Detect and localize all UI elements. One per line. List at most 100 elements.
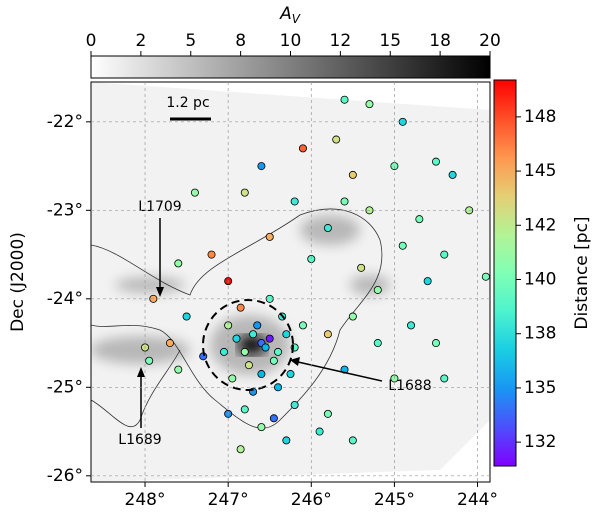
y-tick-label: -25° bbox=[47, 377, 83, 397]
colorbar-tick-label: 20 bbox=[479, 31, 501, 51]
av-label: AV bbox=[279, 4, 301, 26]
star-point bbox=[207, 250, 216, 259]
star-point bbox=[265, 334, 274, 343]
x-tick-label: 248° bbox=[125, 490, 166, 510]
star-point bbox=[348, 170, 357, 179]
annotation: L1688 bbox=[388, 378, 431, 394]
colorbar-tick-label: 140 bbox=[524, 270, 556, 290]
star-point bbox=[298, 321, 307, 330]
colorbar-tick-label: 12 bbox=[330, 31, 352, 51]
star-point bbox=[174, 259, 183, 268]
av-label-main: A bbox=[279, 4, 292, 24]
arrow-head bbox=[156, 287, 164, 297]
colorbar-tick-label: 138 bbox=[524, 324, 556, 344]
y-tick-label: -22° bbox=[47, 112, 83, 132]
y-tick-label: -23° bbox=[47, 200, 83, 220]
star-point bbox=[282, 330, 291, 339]
x-tick-label: 245° bbox=[374, 490, 415, 510]
star-point bbox=[240, 347, 249, 356]
star-point bbox=[265, 232, 274, 241]
star-point bbox=[332, 135, 341, 144]
star-point bbox=[236, 303, 245, 312]
colorbar-tick-label: 135 bbox=[524, 378, 556, 398]
star-point bbox=[165, 339, 174, 348]
distance-colorbar bbox=[493, 79, 517, 467]
arrow-head bbox=[290, 357, 300, 366]
star-point bbox=[348, 436, 357, 445]
star-point bbox=[145, 356, 154, 365]
star-point bbox=[240, 188, 249, 197]
colorbar-tick-label: 132 bbox=[524, 432, 556, 452]
star-point bbox=[348, 312, 357, 321]
star-point bbox=[244, 361, 253, 370]
annotation: L1709 bbox=[138, 199, 181, 215]
star-point bbox=[357, 263, 366, 272]
star-point bbox=[190, 188, 199, 197]
star-point bbox=[253, 321, 262, 330]
star-point bbox=[290, 197, 299, 206]
star-point bbox=[323, 224, 332, 233]
annotation: L1689 bbox=[118, 432, 161, 448]
star-point bbox=[407, 321, 416, 330]
star-point bbox=[228, 374, 237, 383]
colorbar-tick-label: 15 bbox=[379, 31, 401, 51]
star-point bbox=[448, 170, 457, 179]
x-tick-label: 247° bbox=[208, 490, 249, 510]
star-point bbox=[415, 215, 424, 224]
star-point bbox=[315, 427, 324, 436]
star-point bbox=[257, 370, 266, 379]
star-point bbox=[373, 285, 382, 294]
av-label-sub: V bbox=[292, 12, 301, 26]
star-point bbox=[440, 374, 449, 383]
y-tick-label: -24° bbox=[47, 289, 83, 309]
colorbar-tick-label: 0 bbox=[86, 31, 97, 51]
star-point bbox=[249, 330, 258, 339]
star-point bbox=[269, 414, 278, 423]
star-point bbox=[274, 347, 283, 356]
star-point bbox=[340, 95, 349, 104]
colorbar-tick-label: 148 bbox=[524, 107, 556, 127]
star-point bbox=[174, 365, 183, 374]
cluster-circle bbox=[202, 299, 294, 391]
x-tick-label: 246° bbox=[291, 490, 332, 510]
star-point bbox=[398, 241, 407, 250]
colorbar-tick-label: 5 bbox=[185, 31, 196, 51]
star-point bbox=[373, 339, 382, 348]
arrow bbox=[297, 361, 383, 382]
star-point bbox=[481, 272, 490, 281]
y-tick-label: -26° bbox=[47, 466, 83, 486]
colorbar-tick-label: 10 bbox=[280, 31, 302, 51]
star-point bbox=[232, 334, 241, 343]
av-colorbar bbox=[90, 55, 491, 79]
star-point bbox=[431, 339, 440, 348]
star-point bbox=[240, 405, 249, 414]
star-point bbox=[261, 343, 270, 352]
star-point bbox=[182, 312, 191, 321]
colorbar-tick-label: 8 bbox=[235, 31, 246, 51]
star-point bbox=[269, 356, 278, 365]
star-point bbox=[440, 250, 449, 259]
x-tick-label: 244° bbox=[457, 490, 498, 510]
star-point bbox=[257, 162, 266, 171]
star-point bbox=[323, 409, 332, 418]
y-axis-label: Dec (J2000) bbox=[8, 232, 28, 332]
plot-frame bbox=[90, 81, 491, 483]
distance-label: Distance [pc] bbox=[572, 216, 592, 329]
colorbar-tick-label: 18 bbox=[429, 31, 451, 51]
colorbar-tick-label: 142 bbox=[524, 215, 556, 235]
scale-label: 1.2 pc bbox=[166, 95, 209, 111]
arrow-head bbox=[137, 367, 145, 377]
star-point bbox=[219, 347, 228, 356]
star-point bbox=[257, 423, 266, 432]
star-point bbox=[423, 277, 432, 286]
star-point bbox=[365, 100, 374, 109]
star-point bbox=[282, 436, 291, 445]
star-point bbox=[431, 157, 440, 166]
colorbar-tick-label: 2 bbox=[135, 31, 146, 51]
star-point bbox=[290, 401, 299, 410]
star-point bbox=[286, 370, 295, 379]
star-point bbox=[323, 330, 332, 339]
star-point bbox=[340, 197, 349, 206]
colorbar-tick-label: 145 bbox=[524, 161, 556, 181]
